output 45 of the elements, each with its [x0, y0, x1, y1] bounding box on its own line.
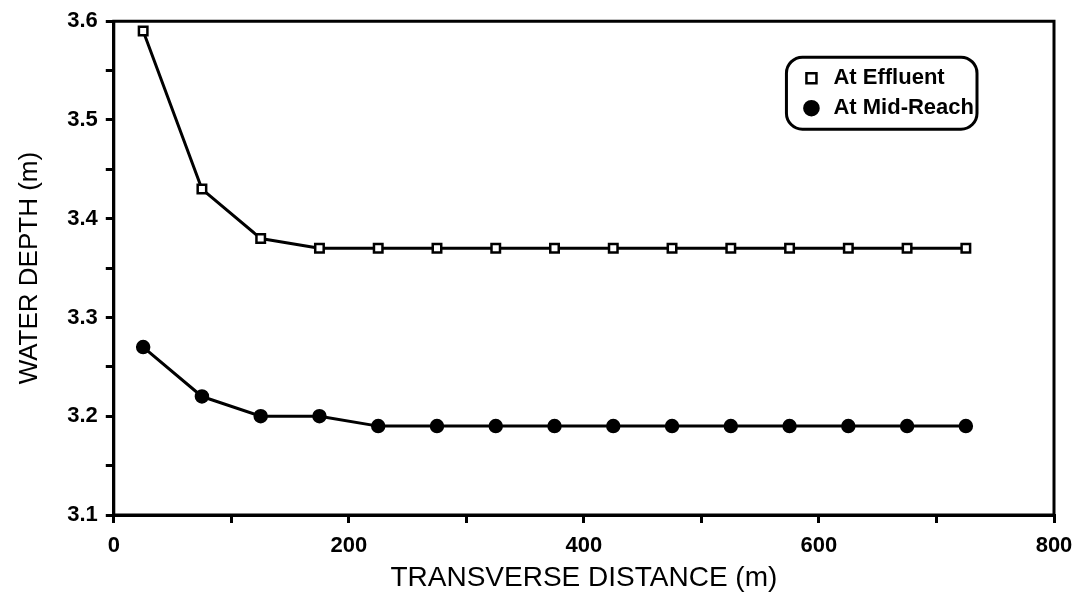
point [784, 242, 796, 254]
y-tick-label: 3.4 [67, 204, 99, 230]
point [194, 389, 210, 404]
point [196, 183, 208, 195]
point [313, 242, 325, 254]
point [725, 242, 737, 254]
point [841, 418, 856, 434]
point [547, 418, 562, 434]
point [490, 242, 502, 254]
y-tick-label: 3.1 [67, 501, 98, 527]
legend-label: At Mid-Reach [833, 94, 974, 120]
x-tick-label: 400 [565, 532, 603, 558]
x-tick-label: 800 [1035, 532, 1073, 558]
point [488, 418, 503, 434]
y-tick-label: 3.3 [67, 303, 98, 329]
x-tick-label: 0 [107, 532, 120, 558]
point [723, 418, 739, 434]
legend-label: At Effluent [833, 64, 946, 90]
x-tick-label: 200 [330, 532, 368, 558]
y-axis-title: WATER DEPTH (m) [12, 151, 43, 385]
point [431, 242, 443, 254]
point [842, 242, 854, 254]
point [899, 418, 915, 434]
point [312, 408, 327, 424]
point [137, 25, 149, 37]
point [958, 418, 974, 434]
point [606, 418, 621, 434]
x-axis-title: TRANSVERSE DISTANCE (m) [390, 560, 778, 592]
y-tick-label: 3.2 [67, 402, 98, 428]
point [429, 418, 445, 434]
point [901, 242, 913, 254]
y-tick-label: 3.6 [67, 7, 98, 33]
point [253, 408, 268, 424]
point [782, 418, 797, 434]
point [549, 242, 560, 254]
point [607, 242, 619, 254]
point [372, 242, 384, 254]
point [664, 418, 680, 434]
point [255, 232, 267, 244]
point [370, 418, 386, 434]
x-tick-label: 600 [800, 532, 838, 558]
point [666, 242, 678, 254]
point [135, 339, 151, 355]
y-tick-label: 3.5 [67, 106, 98, 132]
point [960, 242, 972, 254]
